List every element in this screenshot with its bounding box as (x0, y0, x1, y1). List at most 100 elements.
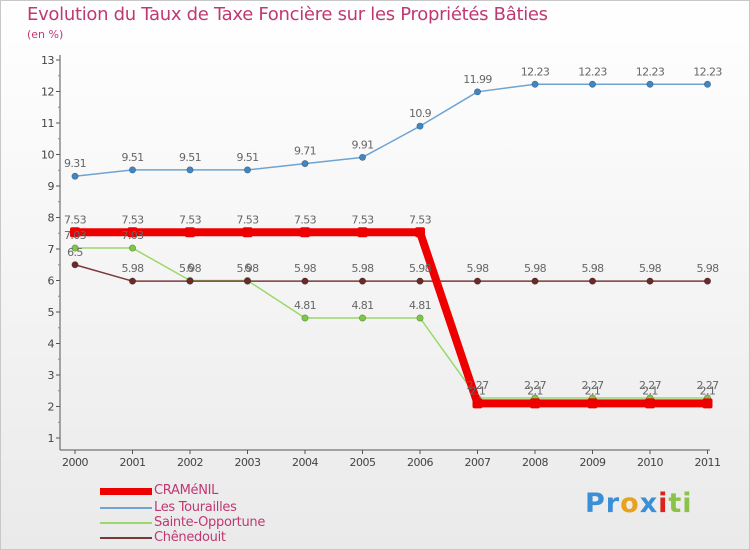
data-label-les-tourailles: 9.51 (236, 151, 258, 164)
data-label-les-tourailles: 12.23 (636, 65, 665, 78)
logo-letter: x (639, 488, 659, 519)
data-label-les-tourailles: 9.51 (179, 151, 201, 164)
y-tick-label: 4 (48, 338, 55, 351)
data-point-les-tourailles (358, 153, 366, 161)
data-point-les-tourailles (646, 80, 654, 88)
data-label-chenedouit: 5.98 (294, 262, 317, 275)
x-tick-label: 2006 (407, 456, 433, 469)
data-point-cramenil (645, 398, 655, 409)
data-point-les-tourailles (244, 166, 252, 174)
data-label-cramenil: 7.53 (351, 213, 374, 226)
data-point-cramenil (300, 227, 310, 238)
legend-label-cramenil: CRAMéNIL (154, 483, 219, 498)
data-label-sainte-opportune: 4.81 (409, 299, 431, 312)
data-point-chenedouit (301, 277, 309, 285)
data-point-cramenil (127, 227, 138, 238)
y-tick-label: 7 (48, 243, 55, 256)
data-point-chenedouit (531, 277, 539, 285)
y-tick-label: 10 (41, 149, 54, 162)
legend-swatch-chenedouit (100, 537, 152, 539)
data-point-chenedouit (703, 277, 711, 285)
y-tick-label: 13 (41, 54, 54, 67)
series-layer (70, 80, 713, 409)
y-tick-label: 5 (48, 306, 55, 319)
data-label-chenedouit: 5.98 (696, 262, 719, 275)
data-label-sainte-opportune: 7.03 (64, 229, 87, 242)
data-label-chenedouit: 5.98 (639, 262, 662, 275)
data-label-cramenil: 2.1 (585, 384, 601, 397)
data-label-cramenil: 7.53 (64, 213, 87, 226)
logo-letter: r (605, 488, 621, 519)
x-tick-label: 2001 (120, 456, 146, 469)
data-point-chenedouit (416, 277, 424, 285)
data-label-sainte-opportune: 2.27 (639, 379, 662, 392)
data-label-les-tourailles: 10.9 (409, 107, 432, 120)
data-label-cramenil: 7.53 (179, 213, 202, 226)
data-label-layer: 9.31 9.51 9.51 9.51 9.71 9.91 10.9 11.99 12.23 12… (64, 65, 723, 397)
data-point-les-tourailles (703, 80, 711, 88)
logo-letter: o (620, 488, 640, 519)
data-point-sainte-opportune (71, 244, 79, 252)
data-label-cramenil: 2.1 (527, 384, 543, 397)
data-label-sainte-opportune: 6 (187, 262, 194, 275)
x-tick-label: 2002 (177, 456, 203, 469)
data-point-chenedouit (71, 261, 79, 269)
x-tick-label: 2005 (350, 456, 376, 469)
data-label-sainte-opportune: 7.03 (121, 229, 144, 242)
data-point-chenedouit (358, 277, 366, 285)
series-line-sainte-opportune (74, 247, 709, 399)
legend-swatch-les-tourailles (100, 507, 152, 509)
x-tick-label: 2010 (637, 456, 663, 469)
data-point-les-tourailles (588, 80, 596, 88)
y-tick-label: 6 (48, 275, 55, 288)
legend-label-les-tourailles: Les Tourailles (154, 500, 237, 515)
data-point-les-tourailles (186, 166, 194, 174)
data-point-sainte-opportune (358, 314, 366, 322)
y-tick-label: 9 (48, 180, 55, 193)
x-tick-label: 2009 (580, 456, 606, 469)
data-point-cramenil (702, 398, 713, 409)
data-label-chenedouit: 5.98 (466, 262, 489, 275)
data-label-cramenil: 7.53 (409, 213, 432, 226)
data-point-cramenil (587, 398, 598, 409)
data-label-cramenil: 7.53 (294, 213, 317, 226)
x-tick-label: 2008 (522, 456, 548, 469)
data-label-sainte-opportune: 2.27 (581, 379, 604, 392)
legend-label-chenedouit: Chênedouit (154, 530, 226, 545)
y-tick-label: 8 (48, 212, 55, 225)
logo-letter: i (682, 488, 693, 519)
y-tick-label: 12 (41, 86, 54, 99)
data-point-sainte-opportune (301, 314, 309, 322)
series-line-les-tourailles (74, 83, 709, 177)
data-label-les-tourailles: 12.23 (578, 65, 607, 78)
data-point-chenedouit (186, 277, 194, 285)
x-tick-label: 2003 (235, 456, 261, 469)
logo-letter: i (658, 488, 669, 519)
logo-letter: t (668, 488, 683, 519)
data-point-chenedouit (646, 277, 654, 285)
x-tick-label: 2000 (62, 456, 88, 469)
y-tick-label: 3 (48, 369, 55, 382)
data-label-les-tourailles: 9.31 (64, 157, 86, 170)
data-point-les-tourailles (301, 160, 309, 168)
data-label-sainte-opportune: 4.81 (351, 299, 373, 312)
chart-subtitle: (en %) (27, 28, 64, 41)
data-point-cramenil (472, 398, 483, 409)
data-point-les-tourailles (531, 80, 539, 88)
data-point-cramenil (530, 398, 540, 409)
data-point-les-tourailles (71, 172, 79, 180)
data-point-chenedouit (244, 277, 252, 285)
data-label-sainte-opportune: 2.27 (524, 379, 547, 392)
data-label-cramenil: 2.1 (470, 384, 486, 397)
series-line-chenedouit (74, 264, 709, 282)
data-point-sainte-opportune (416, 314, 424, 322)
data-label-chenedouit: 6.5 (67, 246, 83, 259)
data-label-sainte-opportune: 4.81 (294, 299, 316, 312)
data-label-les-tourailles: 12.23 (693, 65, 722, 78)
data-point-cramenil (185, 227, 195, 238)
y-tick-label: 2 (48, 401, 55, 414)
data-label-sainte-opportune: 2.27 (696, 379, 719, 392)
